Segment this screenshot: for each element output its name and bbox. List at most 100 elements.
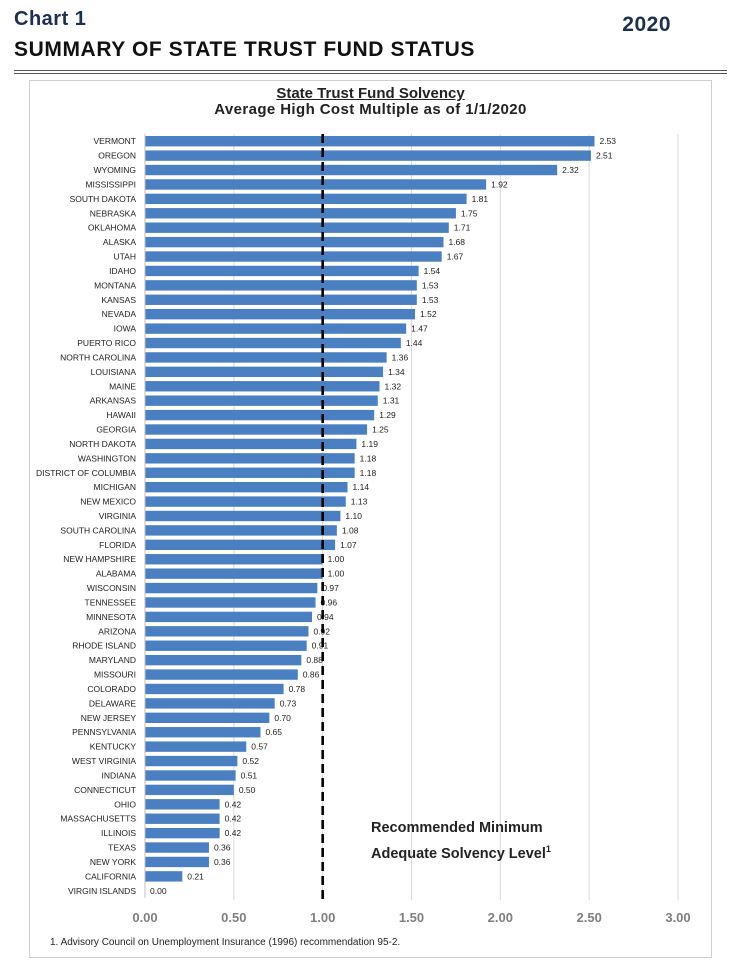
bar bbox=[145, 236, 444, 248]
category-label: MISSISSIPPI bbox=[85, 179, 136, 189]
category-label: MARYLAND bbox=[89, 655, 136, 665]
data-label: 0.65 bbox=[265, 727, 282, 737]
data-label: 1.44 bbox=[406, 338, 423, 348]
bar bbox=[145, 611, 313, 623]
bar bbox=[145, 179, 487, 190]
category-label: KENTUCKY bbox=[90, 742, 137, 752]
category-label: ALASKA bbox=[103, 237, 136, 247]
category-label: NEVADA bbox=[102, 309, 137, 319]
data-label: 0.42 bbox=[225, 828, 242, 838]
data-label: 0.42 bbox=[225, 814, 242, 824]
category-label: SOUTH DAKOTA bbox=[70, 194, 137, 204]
category-label: OREGON bbox=[98, 151, 136, 161]
data-label: 0.50 bbox=[239, 785, 256, 795]
category-label: IDAHO bbox=[109, 266, 136, 276]
data-label: 0.70 bbox=[274, 713, 291, 723]
data-label: 1.68 bbox=[448, 237, 465, 247]
bar bbox=[145, 842, 209, 853]
category-label: WISCONSIN bbox=[87, 583, 136, 593]
bar bbox=[145, 582, 318, 594]
bar bbox=[145, 856, 209, 868]
data-label: 1.53 bbox=[422, 295, 439, 305]
bar bbox=[145, 698, 275, 709]
data-label: 0.91 bbox=[312, 641, 329, 651]
chart-title: State Trust Fund Solvency bbox=[0, 85, 741, 102]
data-label: 0.42 bbox=[225, 799, 242, 809]
x-tick-label: 3.00 bbox=[665, 910, 690, 925]
bar bbox=[145, 409, 375, 421]
data-label: 0.51 bbox=[241, 770, 258, 780]
category-label: TEXAS bbox=[108, 843, 136, 853]
bar bbox=[145, 554, 323, 565]
data-label: 1.25 bbox=[372, 425, 389, 435]
bar bbox=[145, 539, 336, 551]
bar bbox=[145, 510, 341, 522]
bar bbox=[145, 640, 307, 651]
data-label: 1.19 bbox=[361, 439, 378, 449]
category-label: VERMONT bbox=[94, 136, 137, 146]
category-label: INDIANA bbox=[102, 770, 137, 780]
data-label: 1.13 bbox=[351, 497, 368, 507]
data-label: 0.94 bbox=[317, 612, 334, 622]
bar bbox=[145, 352, 387, 363]
category-label: ARKANSAS bbox=[90, 396, 137, 406]
data-label: 0.00 bbox=[150, 886, 167, 896]
category-label: NEW MEXICO bbox=[80, 497, 136, 507]
bar bbox=[145, 683, 284, 695]
bar bbox=[145, 568, 323, 579]
category-label: WYOMING bbox=[94, 165, 137, 175]
category-label: MASSACHUSETTS bbox=[60, 814, 136, 824]
bar bbox=[145, 799, 220, 810]
bar bbox=[145, 654, 302, 666]
data-label: 1.18 bbox=[360, 453, 377, 463]
data-label: 0.88 bbox=[306, 655, 323, 665]
category-label: OKLAHOMA bbox=[88, 223, 137, 233]
category-label: COLORADO bbox=[87, 684, 136, 694]
bar bbox=[145, 453, 355, 464]
annotation-footnote-marker: 1 bbox=[545, 844, 551, 854]
category-label: FLORIDA bbox=[99, 540, 136, 550]
category-label: ALABAMA bbox=[96, 569, 136, 579]
data-label: 0.21 bbox=[187, 871, 204, 881]
bar bbox=[145, 164, 558, 176]
bar bbox=[145, 193, 467, 205]
category-label: RHODE ISLAND bbox=[72, 641, 136, 651]
category-label: NEW YORK bbox=[90, 857, 136, 867]
x-tick-label: 1.50 bbox=[399, 910, 424, 925]
reference-line-annotation: Recommended Minimum Adequate Solvency Le… bbox=[371, 818, 551, 865]
bar bbox=[145, 467, 355, 478]
category-label: MISSOURI bbox=[94, 670, 136, 680]
x-tick-label: 2.00 bbox=[488, 910, 513, 925]
category-label: PUERTO RICO bbox=[77, 338, 136, 348]
category-label: OHIO bbox=[114, 799, 136, 809]
category-label: MINNESOTA bbox=[86, 612, 136, 622]
category-label: UTAH bbox=[113, 252, 136, 262]
bar bbox=[145, 294, 417, 305]
category-label: NORTH DAKOTA bbox=[69, 439, 136, 449]
data-label: 0.36 bbox=[214, 843, 231, 853]
bar bbox=[145, 308, 416, 320]
data-label: 0.97 bbox=[322, 583, 339, 593]
category-label: DISTRICT OF COLUMBIA bbox=[36, 468, 136, 478]
data-label: 2.51 bbox=[596, 151, 613, 161]
category-label: CONNECTICUT bbox=[74, 785, 136, 795]
category-label: MAINE bbox=[109, 381, 136, 391]
bar bbox=[145, 424, 368, 435]
x-tick-label: 1.00 bbox=[310, 910, 335, 925]
category-label: SOUTH CAROLINA bbox=[60, 525, 136, 535]
data-label: 1.32 bbox=[385, 381, 402, 391]
data-label: 1.10 bbox=[345, 511, 362, 521]
category-label: VIRGINIA bbox=[99, 511, 137, 521]
category-label: NEW JERSEY bbox=[81, 713, 137, 723]
bar bbox=[145, 251, 442, 262]
bar bbox=[145, 597, 316, 608]
category-label: DELAWARE bbox=[89, 698, 136, 708]
bar bbox=[145, 337, 401, 349]
bar bbox=[145, 280, 417, 291]
category-label: LOUISIANA bbox=[91, 367, 137, 377]
category-label: MICHIGAN bbox=[94, 482, 137, 492]
data-label: 0.73 bbox=[280, 698, 297, 708]
bar bbox=[145, 827, 220, 839]
bar bbox=[145, 438, 357, 450]
bar bbox=[145, 784, 234, 796]
